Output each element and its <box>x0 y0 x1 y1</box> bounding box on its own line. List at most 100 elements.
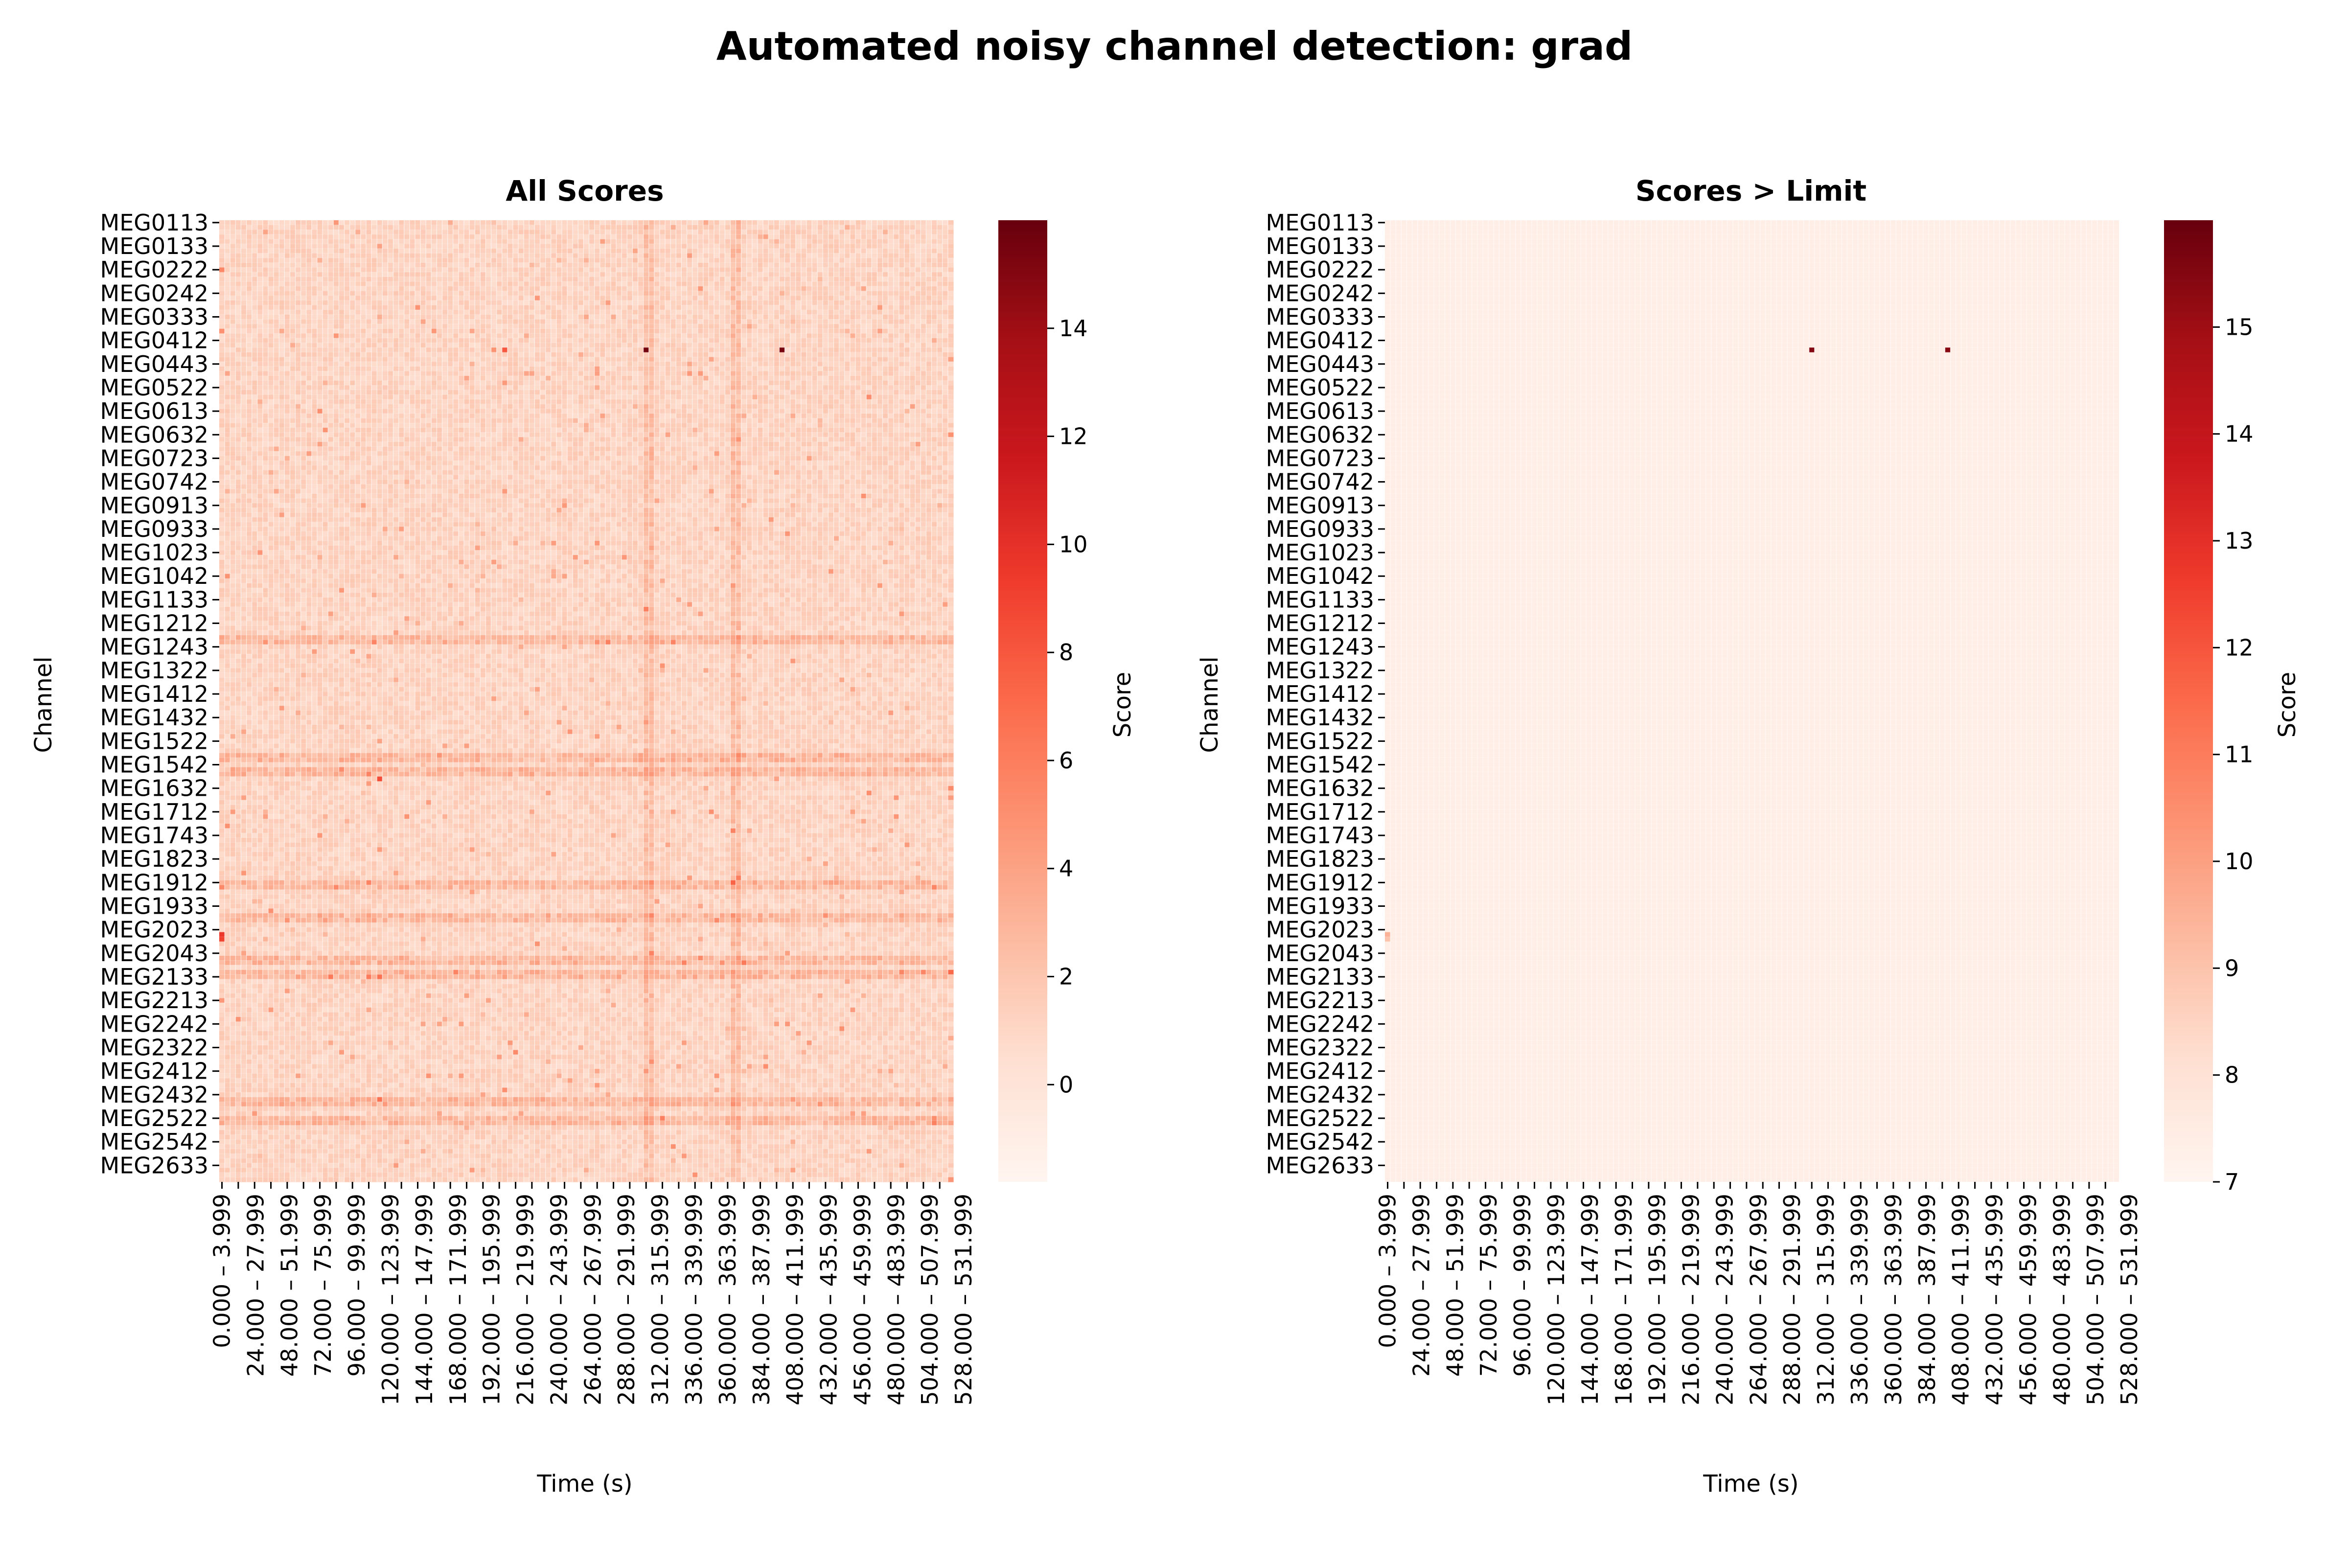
heatmap-cell <box>616 390 622 395</box>
heatmap-cell <box>268 338 274 344</box>
heatmap-cell <box>284 248 291 254</box>
heatmap-cell <box>937 375 943 381</box>
heatmap-cell <box>295 375 301 381</box>
heatmap-cell <box>382 248 389 254</box>
heatmap-cell <box>806 253 812 258</box>
heatmap-cell <box>665 328 671 334</box>
heatmap-cell <box>464 338 470 344</box>
heatmap-cell <box>622 314 627 320</box>
heatmap-cell <box>447 296 454 301</box>
heatmap-cell <box>648 338 655 344</box>
heatmap-cell <box>839 323 845 329</box>
heatmap-cell <box>784 305 791 310</box>
heatmap-cell <box>622 310 627 315</box>
heatmap-cell <box>774 323 780 329</box>
heatmap-cell <box>931 277 938 282</box>
heatmap-cell <box>480 258 486 263</box>
heatmap-cell <box>388 300 394 305</box>
heatmap-cell <box>616 220 622 226</box>
heatmap-cell <box>599 343 606 348</box>
heatmap-cell <box>654 244 660 249</box>
heatmap-cell <box>420 343 426 348</box>
heatmap-cell <box>551 267 557 273</box>
heatmap-cell <box>344 296 350 301</box>
heatmap-cell <box>328 234 334 240</box>
heatmap-cell <box>709 300 714 305</box>
heatmap-cell <box>861 361 867 367</box>
heatmap-cell <box>866 230 872 235</box>
heatmap-cell <box>279 328 285 334</box>
heatmap-cell <box>616 347 622 353</box>
heatmap-cell <box>758 230 763 235</box>
heatmap-cell <box>524 225 530 230</box>
heatmap-cell <box>774 314 780 320</box>
heatmap-cell <box>453 390 459 395</box>
heatmap-cell <box>790 390 796 395</box>
heatmap-cell <box>942 390 948 395</box>
heatmap-cell <box>513 281 519 287</box>
heatmap-cell <box>839 230 845 235</box>
heatmap-cell <box>855 357 861 362</box>
heatmap-cell <box>676 333 682 339</box>
heatmap-cell <box>322 253 328 258</box>
heatmap-cell <box>888 380 894 386</box>
heatmap-cell <box>317 272 323 277</box>
heatmap-cell <box>926 310 932 315</box>
heatmap-cell <box>660 248 666 254</box>
heatmap-cell <box>458 262 464 268</box>
heatmap-cell <box>360 366 367 371</box>
heatmap-cell <box>725 366 731 371</box>
heatmap-cell <box>801 281 807 287</box>
heatmap-cell <box>322 390 328 395</box>
heatmap-cell <box>725 281 731 287</box>
heatmap-cell <box>942 300 948 305</box>
heatmap-cell <box>507 352 513 357</box>
heatmap-cell <box>866 296 872 301</box>
heatmap-cell <box>415 244 421 249</box>
heatmap-cell <box>382 234 389 240</box>
heatmap-cell <box>736 347 742 353</box>
heatmap-cell <box>589 248 595 254</box>
heatmap-cell <box>306 343 312 348</box>
heatmap-cell <box>942 319 948 324</box>
heatmap-cell <box>377 338 383 344</box>
heatmap-cell <box>921 239 927 244</box>
heatmap-cell <box>388 357 394 362</box>
heatmap-cell <box>551 258 557 263</box>
heatmap-cell <box>349 220 356 226</box>
heatmap-cell <box>730 319 737 324</box>
heatmap-cell <box>426 366 432 371</box>
heatmap-cell <box>480 272 486 277</box>
heatmap-cell <box>219 234 225 240</box>
heatmap-cell <box>703 225 709 230</box>
heatmap-cell <box>551 323 557 329</box>
heatmap-cell <box>616 361 622 367</box>
heatmap-cell <box>246 347 253 353</box>
heatmap-cell <box>382 244 389 249</box>
heatmap-cell <box>850 323 856 329</box>
heatmap-cell <box>344 328 350 334</box>
heatmap-cell <box>393 281 399 287</box>
heatmap-cell <box>937 328 943 334</box>
heatmap-cell <box>437 220 443 226</box>
heatmap-cell <box>599 352 606 357</box>
heatmap-cell <box>882 239 889 244</box>
heatmap-cell <box>709 385 714 391</box>
heatmap-cell <box>447 338 454 344</box>
heatmap-cell <box>262 361 269 367</box>
heatmap-cell <box>861 220 867 226</box>
heatmap-cell <box>404 385 410 391</box>
heatmap-cell <box>795 338 802 344</box>
heatmap-cell <box>801 296 807 301</box>
heatmap-cell <box>784 262 791 268</box>
heatmap-cell <box>882 253 889 258</box>
heatmap-cell <box>404 361 410 367</box>
heatmap-cell <box>741 281 747 287</box>
heatmap-cell <box>850 338 856 344</box>
heatmap-cell <box>246 296 253 301</box>
heatmap-cell <box>279 338 285 344</box>
heatmap-cell <box>926 286 932 292</box>
heatmap-cell <box>317 234 323 240</box>
heatmap-cell <box>921 262 927 268</box>
heatmap-cell <box>719 244 725 249</box>
